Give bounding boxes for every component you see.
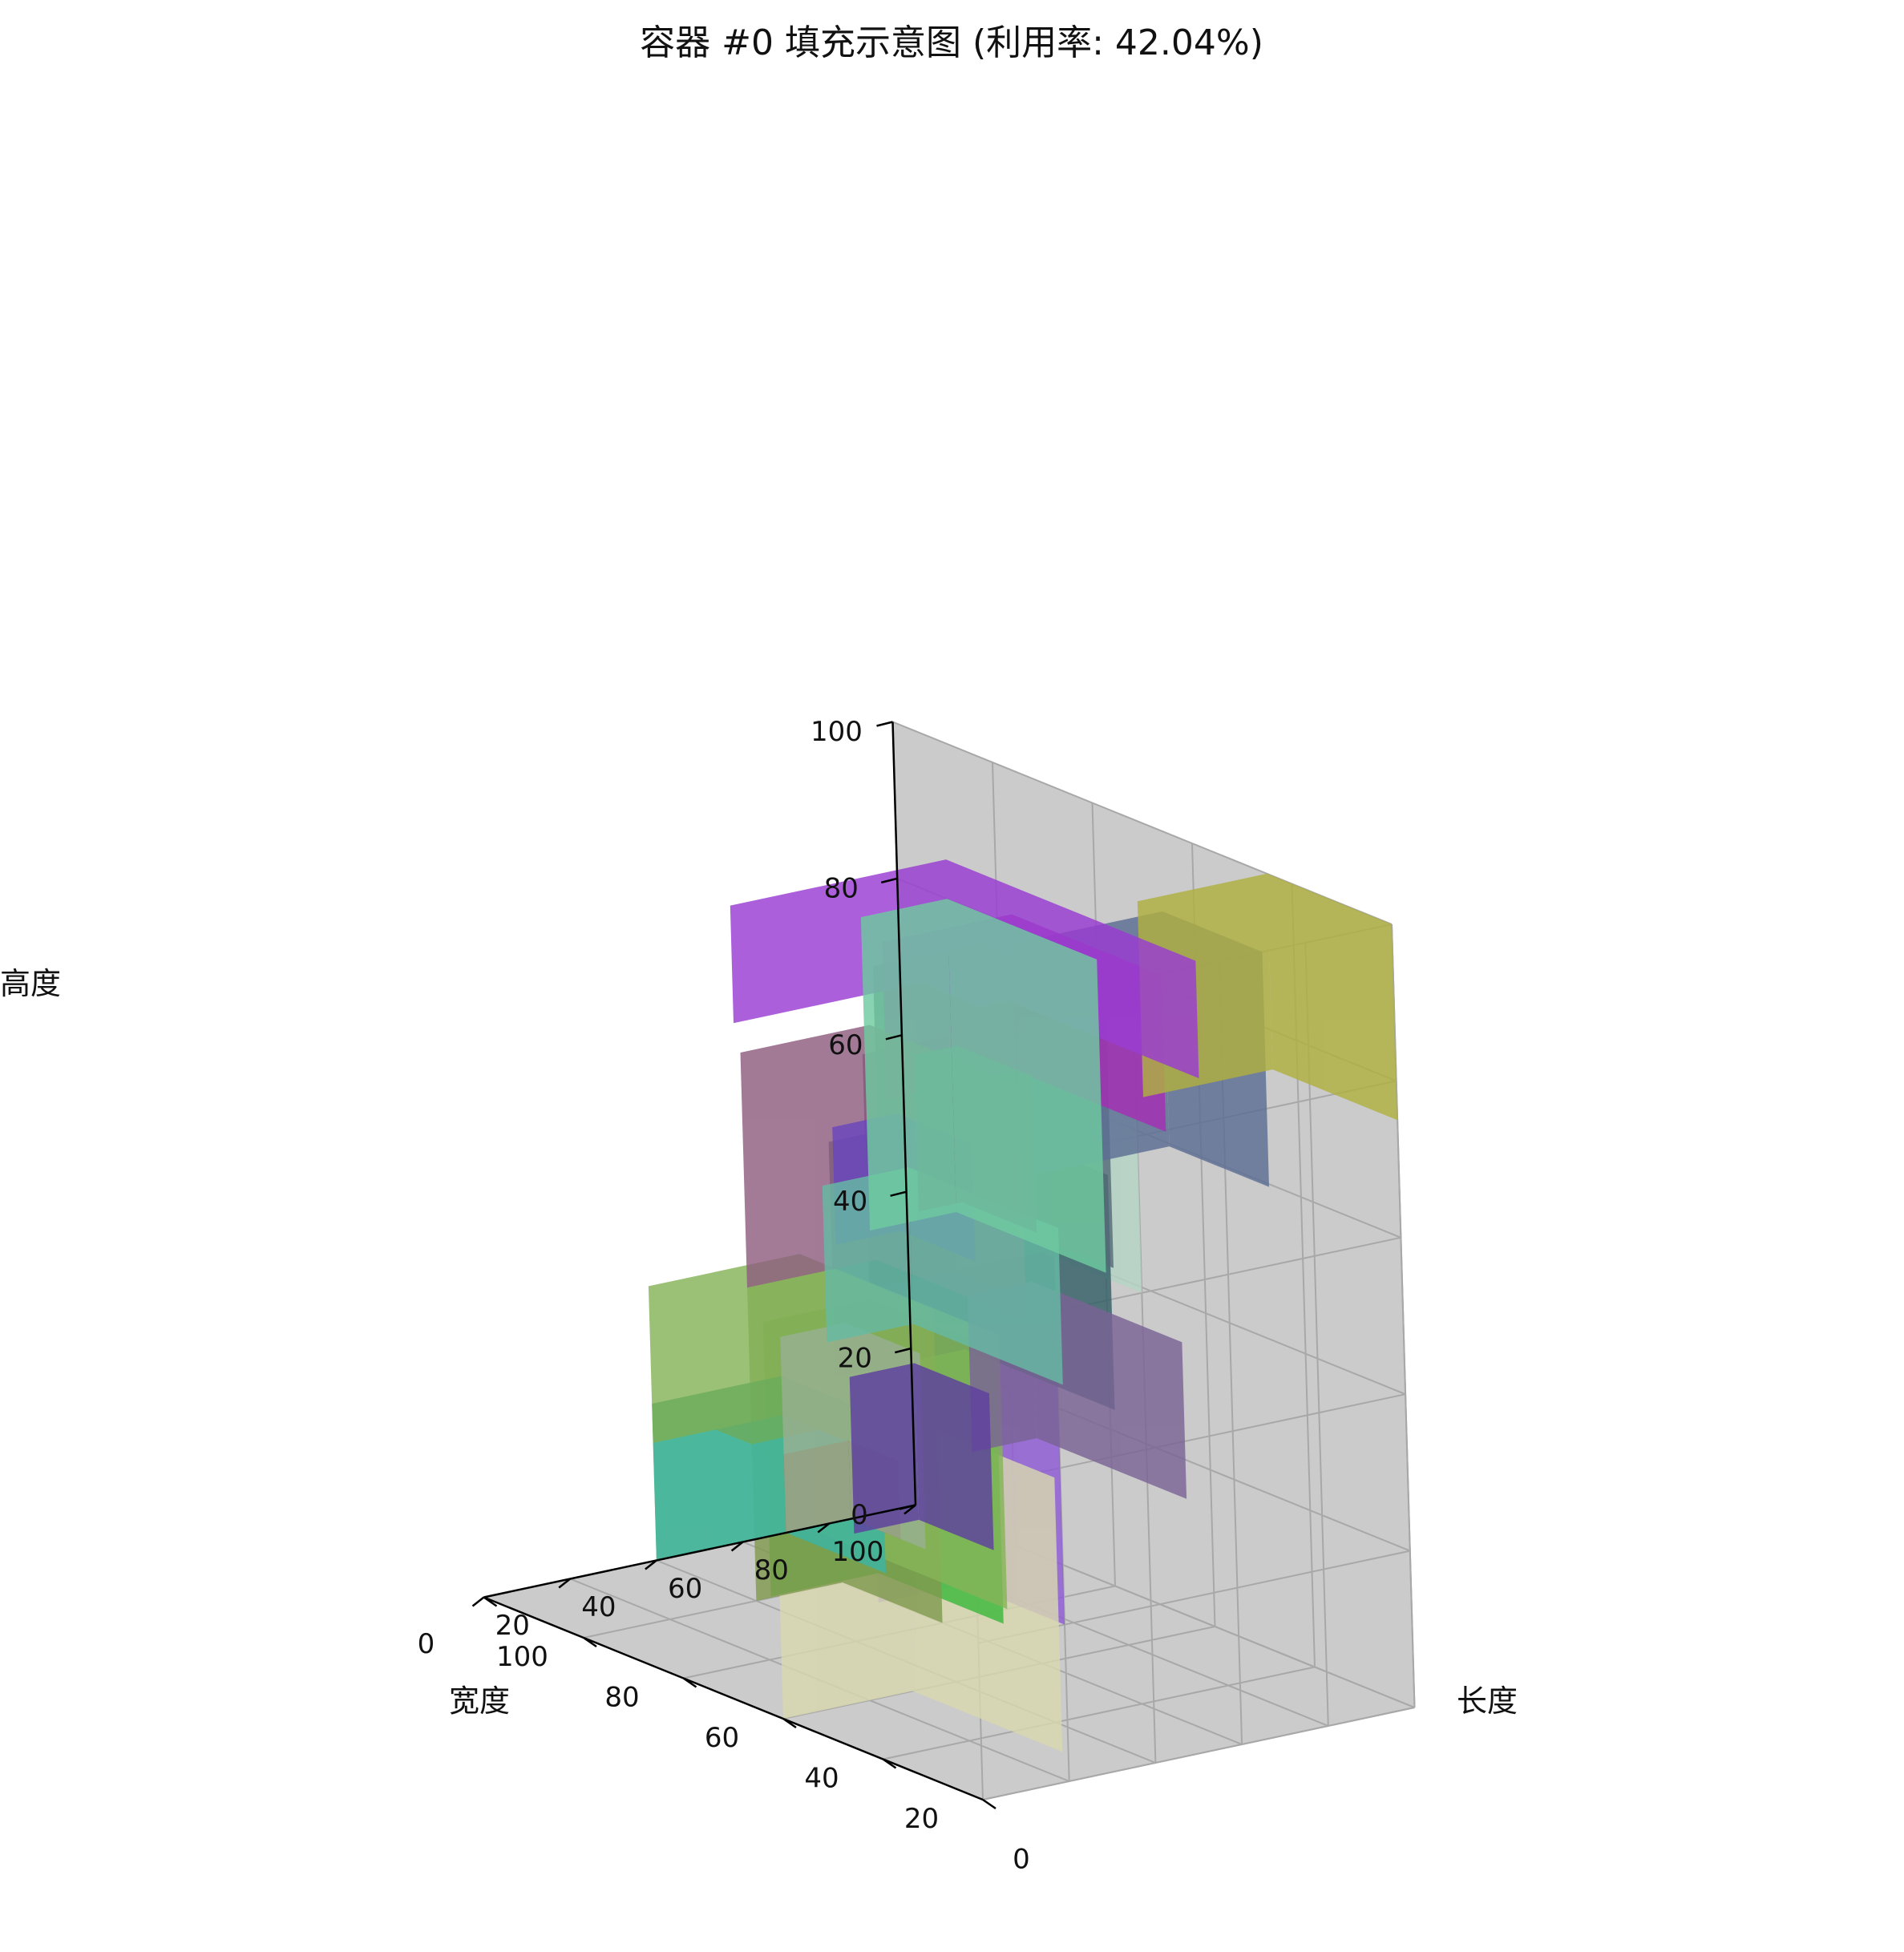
z-tick-2-label: 40 (833, 1186, 867, 1218)
x-tick-1-label: 20 (495, 1610, 530, 1642)
z-tick-5-mark (876, 721, 893, 727)
z-axis-line (891, 721, 917, 1505)
y-axis-label: 宽度 (449, 1683, 510, 1719)
packed-boxes (648, 859, 1398, 1752)
z-tick-2-mark (890, 1190, 907, 1197)
z-tick-0-label: 0 (851, 1499, 868, 1531)
x-tick-0-mark (471, 1596, 485, 1607)
x-tick-5-label: 100 (832, 1536, 884, 1568)
y-tick-5-label: 100 (496, 1641, 548, 1673)
z-tick-1-label: 20 (838, 1343, 872, 1375)
box-mint-face-y (860, 899, 956, 1231)
x-tick-2-label: 40 (581, 1591, 616, 1623)
y-tick-0-mark (982, 1798, 996, 1810)
gridline-floor-y (883, 1666, 1316, 1760)
box-olive-face-top (1137, 873, 1392, 952)
y-tick-1-mark (882, 1758, 897, 1769)
box-deep-purple-face-y (849, 1363, 920, 1534)
z-axis-label: 高度 (0, 966, 61, 1001)
box-sage-face-y (780, 1323, 851, 1533)
z-tick-4-mark (880, 877, 898, 884)
box-mint-face-x (947, 899, 1106, 1273)
y-tick-2-mark (782, 1717, 797, 1729)
box-deep-purple-face-top (849, 1363, 989, 1408)
box-mint (860, 899, 1106, 1273)
x-tick-5-mark (903, 1504, 916, 1515)
y-tick-5-mark (483, 1596, 498, 1607)
z-tick-0-mark (899, 1504, 916, 1510)
x-axis-line (483, 1504, 916, 1598)
x-tick-4-label: 80 (754, 1554, 789, 1586)
box-mint-face-top (860, 899, 1098, 978)
x-tick-2-mark (645, 1559, 657, 1570)
gridline-sidewall-x (1391, 923, 1416, 1708)
box-deep-purple-face-x (914, 1363, 994, 1550)
gridline-sidewall-z (982, 1707, 1415, 1800)
y-axis-line (483, 1596, 984, 1801)
z-tick-5-label: 100 (811, 716, 863, 748)
x-tick-3-label: 60 (668, 1573, 702, 1605)
y-tick-2-label: 40 (804, 1763, 839, 1795)
x-tick-4-mark (817, 1522, 831, 1534)
z-tick-3-mark (885, 1034, 903, 1041)
axes: 0 0 0 20 20 20 40 40 40 60 60 60 80 80 80 100 100 100 (418, 716, 1030, 1876)
z-tick-3-label: 60 (828, 1029, 863, 1061)
y-tick-1-label: 20 (904, 1803, 939, 1835)
box-deep-purple (849, 1363, 994, 1550)
gridline-backwall-z (892, 721, 1393, 925)
z-tick-4-label: 80 (824, 872, 859, 904)
x-tick-1-mark (558, 1578, 571, 1589)
x-axis-label: 长度 (1457, 1683, 1518, 1719)
y-tick-3-mark (682, 1677, 697, 1688)
chart-title: 容器 #0 填充示意图 (利用率: 42.04%) (640, 22, 1263, 63)
box-sage-face-top (780, 1323, 920, 1368)
x-tick-3-mark (730, 1541, 744, 1552)
y-tick-0-label: 0 (1013, 1844, 1030, 1876)
z-tick-1-mark (894, 1347, 912, 1354)
x-tick-0-label: 0 (418, 1628, 435, 1660)
y-tick-4-label: 80 (604, 1682, 639, 1714)
y-tick-3-label: 60 (705, 1722, 739, 1754)
y-tick-4-mark (583, 1636, 597, 1648)
